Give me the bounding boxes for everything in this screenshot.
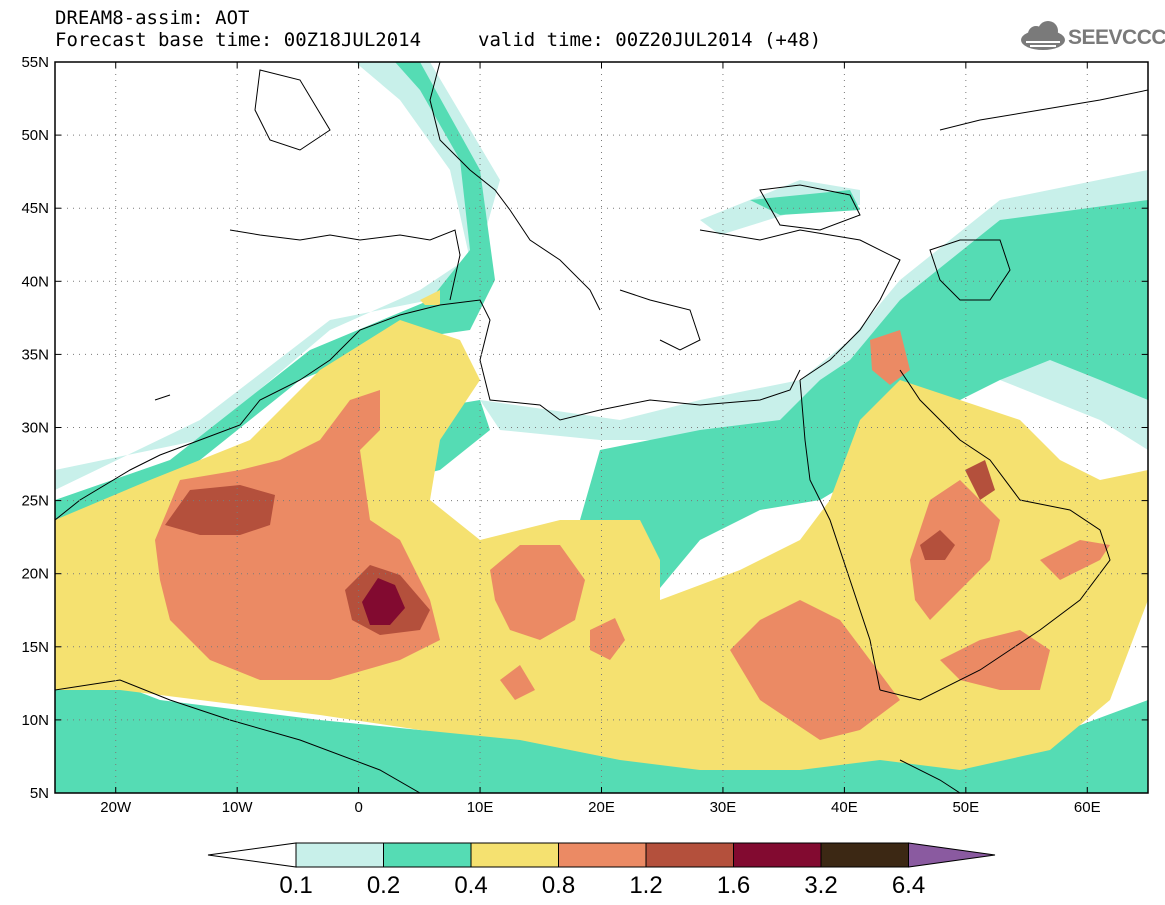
lon-label: 0 <box>354 799 362 816</box>
aot-band-0.2 <box>750 190 860 215</box>
colorbar-label: 0.2 <box>367 872 400 899</box>
forecast-base-time: Forecast base time: 00Z18JUL2014 <box>55 29 422 51</box>
aot-band-1.2 <box>920 530 955 560</box>
colorbar-segment <box>645 842 734 868</box>
lat-label: 25N <box>21 493 49 510</box>
aot-band-0.2 <box>580 200 1148 600</box>
aot-band-0.8 <box>910 480 1000 620</box>
colorbar-segment <box>820 842 909 868</box>
colorbar-segment <box>383 842 472 868</box>
aot-band-0.8 <box>730 600 900 740</box>
colorbar-label: 1.2 <box>629 872 662 899</box>
aot-band-0.2 <box>55 660 1148 793</box>
lat-label: 20N <box>21 566 49 583</box>
aot-band-1.2 <box>165 485 275 535</box>
lat-label: 15N <box>21 639 49 656</box>
valid-time: valid time: 00Z20JUL2014 (+48) <box>478 29 822 51</box>
lat-label: 30N <box>21 420 49 437</box>
aot-band-0.4 <box>420 290 440 305</box>
lon-label: 20E <box>588 799 615 816</box>
aot-band-1.2 <box>965 460 995 500</box>
lon-label: 20W <box>100 799 132 816</box>
lon-label: 60E <box>1074 799 1101 816</box>
lon-label: 40E <box>831 799 858 816</box>
colorbar-label: 3.2 <box>804 872 837 899</box>
graticule <box>55 62 1148 793</box>
colorbar-under-triangle <box>207 842 297 868</box>
lat-label: 45N <box>21 200 49 217</box>
aot-band-0.2 <box>55 62 495 540</box>
colorbar-label: 0.8 <box>542 872 575 899</box>
colorbar-label: 1.6 <box>717 872 750 899</box>
latitude-labels: 55N 50N 45N 40N 35N 30N 25N 20N 15N 10N 5N <box>21 54 1148 802</box>
aot-band-0.8 <box>500 665 535 700</box>
colorbar-label: 6.4 <box>892 872 925 899</box>
colorbar <box>207 842 996 868</box>
lat-label: 55N <box>21 54 49 71</box>
logo-text: SEEVCCC <box>1068 26 1165 49</box>
lat-label: 40N <box>21 273 49 290</box>
lat-label: 10N <box>21 712 49 729</box>
colorbar-labels: 0.1 0.2 0.4 0.8 1.2 1.6 3.2 6.4 <box>279 872 925 899</box>
colorbar-segment <box>470 842 559 868</box>
aot-band-0.8 <box>590 618 625 660</box>
colorbar-segment <box>558 842 647 868</box>
colorbar-label: 0.4 <box>454 872 487 899</box>
lon-label: 10W <box>222 799 254 816</box>
map-title: DREAM8-assim: AOT <box>55 7 250 29</box>
colorbar-over-triangle <box>908 842 996 868</box>
aot-band-0.8 <box>1040 540 1110 580</box>
lon-label: 10E <box>467 799 494 816</box>
aot-band-1.6 <box>362 578 405 625</box>
seevccc-logo: SEEVCCC <box>1018 20 1165 54</box>
longitude-labels: 20W 10W 0 10E 20E 30E 40E 50E 60E <box>100 62 1101 816</box>
lat-label: 35N <box>21 346 49 363</box>
aot-band-0.8 <box>870 330 910 385</box>
lat-label: 5N <box>30 785 49 802</box>
lon-label: 50E <box>952 799 979 816</box>
cloud-icon <box>1021 21 1065 50</box>
aot-band-0.8 <box>490 545 585 640</box>
colorbar-segment <box>295 842 384 868</box>
colorbar-segment <box>733 842 822 868</box>
lon-label: 30E <box>710 799 737 816</box>
colorbar-label: 0.1 <box>279 872 312 899</box>
coastlines <box>55 62 1148 793</box>
lat-label: 50N <box>21 127 49 144</box>
